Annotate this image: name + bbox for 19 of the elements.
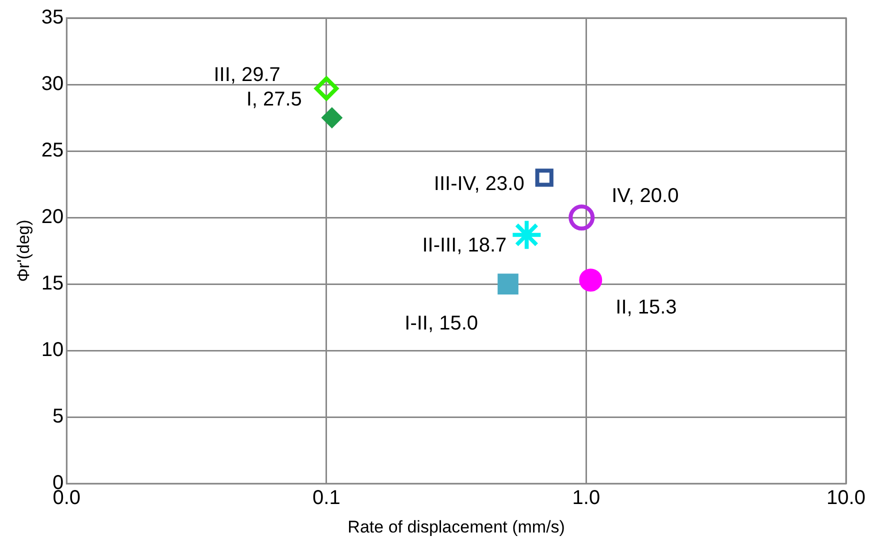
x-tick-label: 1.0 [572,487,600,510]
y-tick-label: 25 [41,140,64,162]
x-axis-title: Rate of displacement (mm/s) [348,517,565,536]
data-label: II, 15.3 [616,296,677,319]
x-tick-label: 10.0 [826,487,866,510]
data-label: I, 27.5 [246,88,302,110]
y-tick-label: 35 [41,6,64,29]
x-tick-label: 0.1 [312,487,340,510]
data-label: III-IV, 23.0 [434,173,524,196]
y-tick-label: 10 [41,339,64,362]
data-label: I-II, 15.0 [404,312,478,335]
y-tick-label: 20 [41,206,64,228]
y-tick-label: 5 [52,406,64,428]
y-axis-title: Φr'(deg) [14,220,33,282]
data-label: II-III, 18.7 [422,234,507,256]
y-tick-label: 30 [41,73,64,96]
y-tick-label: 15 [41,272,64,295]
data-label: IV, 20.0 [612,185,679,208]
data-label: III, 29.7 [214,64,280,86]
